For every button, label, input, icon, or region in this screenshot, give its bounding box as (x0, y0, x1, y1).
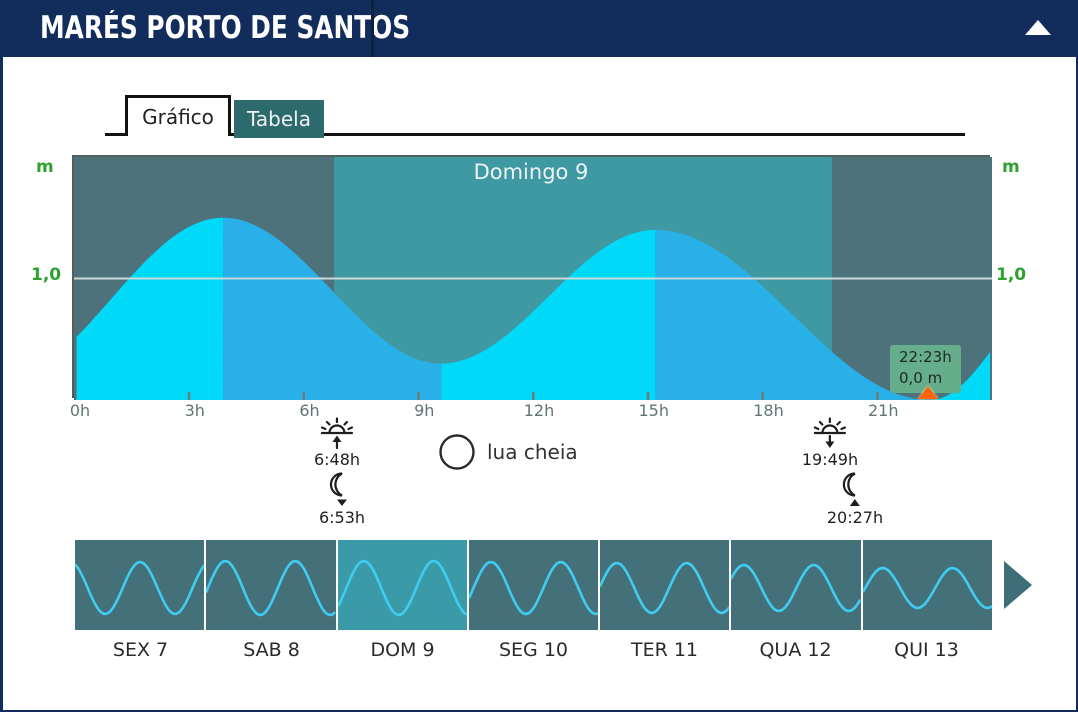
day-label: QUI 13 (894, 639, 959, 661)
tide-falling-area (655, 229, 931, 400)
tide-falling-area (223, 217, 442, 400)
sunset-event: 19:49h (802, 417, 858, 469)
x-axis-label: 21h (868, 401, 899, 420)
moonrise-icon (842, 472, 860, 506)
moonset-event: 6:53h (319, 471, 365, 527)
tide-rising-area (930, 351, 991, 400)
x-axis-label: 6h (299, 401, 320, 420)
extreme-tooltip: 22:23h 0,0 m (890, 345, 961, 393)
sunset-icon (813, 417, 847, 448)
tooltip-height: 0,0 m (899, 369, 943, 387)
mini-tide-wave (862, 566, 992, 610)
x-axis-label: 18h (753, 401, 784, 420)
tide-rising-area (441, 229, 656, 400)
sunrise-icon (320, 417, 354, 449)
day-thumbnail-qui-13[interactable] (862, 540, 992, 630)
day-strip (75, 540, 992, 630)
mini-tide-wave (468, 560, 599, 616)
day-label: SEG 10 (498, 639, 569, 661)
x-axis-label: 12h (523, 401, 555, 420)
day-label: SEX 7 (112, 639, 169, 661)
x-axis-label: 15h (638, 401, 670, 420)
frame-bottom (0, 710, 1078, 712)
day-thumbnail-sex-7[interactable] (75, 540, 205, 630)
extreme-marker-icon (918, 386, 939, 399)
day-label: TER 11 (630, 639, 699, 661)
day-thumbnail-sab-8[interactable] (206, 540, 336, 630)
x-tick (646, 392, 650, 400)
y-unit-left: m (36, 157, 54, 177)
moonset-time: 6:53h (318, 508, 366, 527)
mini-tide-wave (75, 560, 205, 616)
day-thumbnail-dom-9[interactable] (337, 540, 467, 630)
tooltip-time: 22:23h (899, 348, 952, 366)
collapse-up-icon (1025, 20, 1051, 35)
sunrise-event: 6:48h (314, 417, 360, 469)
x-axis-label: 0h (69, 401, 91, 420)
x-tick (876, 392, 879, 400)
frame-right (1076, 0, 1078, 712)
moon-phase-label: lua cheia (487, 440, 578, 464)
gridline-label-right: 1,0 (996, 265, 1027, 285)
y-unit-right: m (1002, 157, 1020, 177)
tab-grafico[interactable]: Gráfico (125, 95, 231, 136)
full-moon-icon (439, 434, 475, 470)
day-thumbnail-qua-12[interactable] (731, 540, 861, 630)
x-tick (417, 392, 420, 400)
collapse-button[interactable] (1018, 14, 1058, 44)
mini-tide-wave (731, 563, 861, 613)
moon-phase: lua cheia (438, 433, 578, 471)
tab-grafico-label: Gráfico (142, 105, 214, 129)
day-thumbnail-seg-10[interactable] (468, 540, 599, 630)
mini-tide-wave (337, 559, 467, 617)
day-label: DOM 9 (370, 639, 435, 661)
tide-rising-area (76, 217, 224, 400)
tide-chart-plot[interactable] (72, 155, 992, 400)
x-tick (761, 392, 764, 400)
mini-tide-wave (600, 561, 730, 615)
moonrise-event: 20:27h (827, 471, 883, 527)
next-right-arrow-icon (1004, 561, 1032, 609)
header-divider (371, 0, 374, 57)
sunrise-time: 6:48h (313, 450, 361, 469)
x-tick (532, 392, 535, 400)
moonrise-time: 20:27h (826, 508, 884, 527)
tab-tabela[interactable]: Tabela (234, 100, 324, 138)
day-label: QUA 12 (759, 639, 832, 661)
tab-baseline (105, 133, 965, 136)
header-bar: MARÉS PORTO DE SANTOS (0, 0, 1078, 57)
moonset-icon (329, 472, 347, 506)
sunset-time: 19:49h (801, 450, 859, 469)
page-title: MARÉS PORTO DE SANTOS (40, 10, 411, 46)
x-tick (302, 392, 305, 400)
x-axis-label: 9h (414, 401, 435, 420)
day-thumbnail-ter-11[interactable] (600, 540, 730, 630)
gridline-label-left: 1,0 (31, 265, 62, 285)
x-tick (187, 392, 191, 400)
next-days-button[interactable] (1004, 561, 1038, 611)
day-label: SAB 8 (243, 639, 300, 661)
mini-tide-wave (206, 559, 336, 617)
frame-left (0, 0, 3, 712)
tab-tabela-label: Tabela (247, 107, 311, 131)
x-axis-label: 3h (184, 401, 205, 420)
